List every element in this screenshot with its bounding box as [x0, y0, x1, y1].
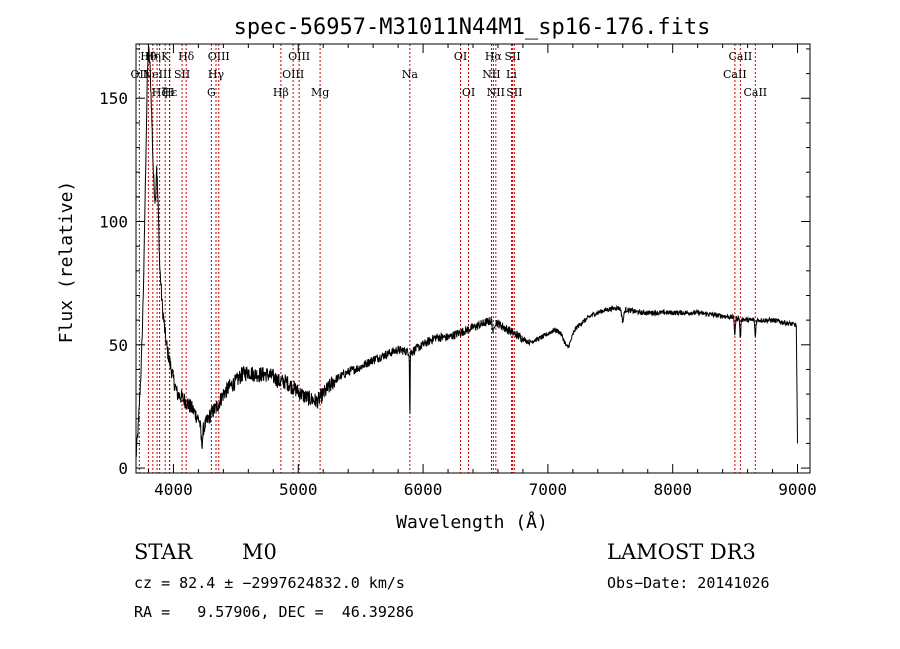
- line-label: CaII: [723, 68, 747, 81]
- line-label: Li: [506, 68, 517, 81]
- y-tick-label: 100: [99, 213, 128, 232]
- line-label: SII: [504, 50, 520, 63]
- x-tick-label: 8000: [653, 480, 692, 499]
- object-subclass: M0: [242, 540, 277, 564]
- line-label: Hε: [162, 86, 178, 99]
- line-label: OI: [454, 50, 467, 63]
- x-tick-label: 6000: [404, 480, 443, 499]
- survey-name: LAMOST DR3: [607, 540, 756, 564]
- line-label: SII: [506, 86, 522, 99]
- emission-line-labels: HθHηOIINeIIIHζKHεHSIIHδGHγOIIIHβOIIIOIII…: [131, 50, 768, 99]
- line-label: NeIII: [143, 68, 172, 81]
- x-tick-label: 9000: [778, 480, 817, 499]
- redshift-text: cz = 82.4 ± −2997624832.0 km/s: [134, 574, 405, 592]
- y-tick-label: 150: [99, 89, 128, 108]
- line-label: Hδ: [178, 50, 195, 63]
- chart-title: spec-56957-M31011N44M1_sp16-176.fits: [234, 15, 711, 40]
- line-label: Hα: [485, 50, 503, 63]
- line-label: G: [207, 86, 216, 99]
- line-label: H: [165, 86, 175, 99]
- line-label: Hβ: [273, 86, 289, 99]
- object-class: STAR: [134, 540, 193, 564]
- emission-line-markers: [138, 44, 756, 473]
- line-label: Hη: [145, 50, 161, 63]
- line-label: SII: [174, 68, 190, 81]
- line-label: Na: [402, 68, 419, 81]
- y-axis: 0 50 100 150: [99, 48, 810, 478]
- spectrum-series-line: [135, 46, 798, 458]
- line-label: OI: [462, 86, 475, 99]
- y-tick-label: 50: [109, 336, 128, 355]
- line-label: Hζ: [152, 86, 168, 99]
- x-axis-label: Wavelength (Å): [396, 511, 548, 533]
- plot-frame: [135, 43, 811, 474]
- x-tick-label: 5000: [279, 480, 318, 499]
- line-label: CaII: [729, 50, 753, 63]
- line-label: CaII: [743, 86, 767, 99]
- x-axis: 4000 5000 6000 7000 8000 9000: [147, 44, 817, 499]
- line-label: K: [161, 50, 170, 63]
- y-tick-label: 0: [118, 459, 128, 478]
- line-label: OII: [131, 68, 149, 81]
- coordinates: RA = 9.57906, DEC = 46.39286: [134, 603, 414, 621]
- obs-date: Obs−Date: 20141026: [607, 574, 770, 592]
- x-tick-label: 4000: [154, 480, 193, 499]
- line-label: OIII: [208, 50, 230, 63]
- x-tick-label: 7000: [529, 480, 568, 499]
- line-label: NII: [487, 86, 505, 99]
- line-label: Mg: [311, 86, 329, 99]
- line-label: Hγ: [208, 68, 225, 81]
- line-label: OIII: [288, 50, 310, 63]
- line-label: OIII: [282, 68, 304, 81]
- y-axis-label: Flux (relative): [56, 181, 77, 344]
- line-label: NII: [482, 68, 500, 81]
